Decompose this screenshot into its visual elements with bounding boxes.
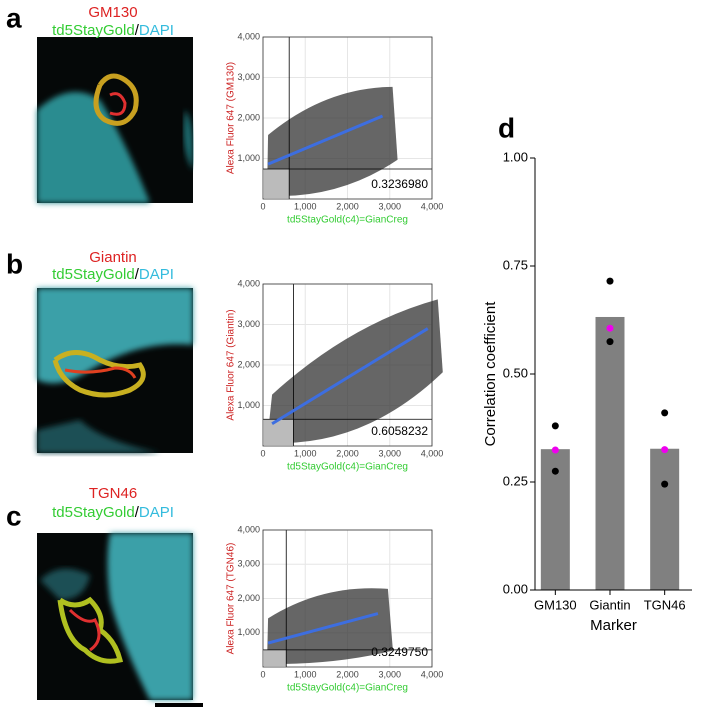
caption-marker: TGN46: [89, 485, 137, 502]
y-tick-label: 4,000: [237, 278, 260, 288]
y-tick-label: 1,000: [237, 627, 260, 637]
correlation-label: 0.3236980: [371, 177, 428, 191]
x-tick-label: 4,000: [421, 201, 444, 211]
caption-channels: td5StayGold/DAPI: [52, 266, 174, 283]
caption-channels: td5StayGold/DAPI: [52, 504, 174, 521]
background-region: [264, 419, 294, 445]
x-tick-label: GM130: [534, 597, 577, 612]
caption-blue: DAPI: [139, 22, 174, 39]
y-tick-label: 3,000: [237, 319, 260, 329]
caption-green: td5StayGold: [52, 22, 135, 39]
replicate-point: [606, 338, 614, 346]
background-region: [264, 649, 287, 666]
fit-line: [267, 114, 384, 166]
y-tick-label: 1,000: [237, 153, 260, 163]
plot-frame: [262, 529, 433, 668]
panel-letter: d: [498, 112, 515, 143]
x-tick-label: 3,000: [378, 448, 401, 458]
y-tick-label: 3,000: [237, 559, 260, 569]
x-tick-label: TGN46: [644, 597, 686, 612]
y-tick-label: 3,000: [237, 72, 260, 82]
y-axis-label: Alexa Fluor 647 (TGN46): [226, 543, 237, 655]
x-tick-label: 2,000: [336, 669, 359, 679]
background-region: [264, 169, 290, 198]
bar: [595, 316, 625, 590]
micrograph-b: [37, 288, 193, 453]
micrograph-c: [37, 533, 193, 700]
y-tick-label: 2,000: [237, 359, 260, 369]
replicate-point: [551, 467, 559, 475]
caption-marker: GM130: [88, 4, 137, 21]
x-tick-label: 2,000: [336, 201, 359, 211]
y-tick-label: 1.00: [503, 149, 528, 164]
caption-slash: /: [135, 266, 140, 283]
caption-green: td5StayGold: [52, 266, 135, 283]
y-tick-label: 0.50: [503, 365, 528, 380]
x-tick-label: 0: [260, 669, 265, 679]
correlation-label: 0.3249750: [371, 645, 428, 659]
x-tick-label: Giantin: [589, 597, 630, 612]
y-tick-label: 1,000: [237, 400, 260, 410]
caption-blue: DAPI: [139, 504, 174, 521]
replicate-point: [661, 409, 669, 417]
highlight-point: [606, 324, 614, 332]
caption-marker: Giantin: [89, 249, 137, 266]
y-axis-label: Alexa Fluor 647 (GM130): [226, 62, 237, 174]
plot-frame: [262, 283, 433, 447]
y-tick-label: 2,000: [237, 593, 260, 603]
y-axis-label: Alexa Fluor 647 (Giantin): [226, 309, 237, 420]
x-tick-label: 0: [260, 448, 265, 458]
fit-line: [267, 612, 379, 645]
y-axis-label: Correlation coefficient: [482, 301, 499, 447]
point-cloud: [267, 299, 443, 443]
x-tick-label: 4,000: [421, 448, 444, 458]
x-tick-label: 3,000: [378, 201, 401, 211]
bar: [650, 448, 680, 590]
x-axis-label: Marker: [590, 617, 637, 634]
replicate-point: [661, 480, 669, 488]
fit-line: [271, 327, 429, 426]
x-tick-label: 1,000: [294, 201, 317, 211]
y-tick-label: 0.25: [503, 473, 528, 488]
x-tick-label: 2,000: [336, 448, 359, 458]
y-tick-label: 0.00: [503, 581, 528, 596]
replicate-point: [551, 422, 559, 430]
caption-blue: DAPI: [139, 266, 174, 283]
caption-channels: td5StayGold/DAPI: [52, 22, 174, 39]
replicate-point: [606, 277, 614, 285]
x-axis-label: td5StayGold(c4)=GianCreg: [287, 683, 408, 694]
x-tick-label: 0: [260, 201, 265, 211]
y-tick-label: 0.75: [503, 257, 528, 272]
panel-letter: c: [6, 500, 22, 531]
y-tick-label: 4,000: [237, 524, 260, 534]
x-tick-label: 4,000: [421, 669, 444, 679]
correlation-label: 0.6058232: [371, 424, 428, 438]
highlight-point: [551, 446, 559, 454]
plot-frame: [262, 36, 433, 200]
x-tick-label: 1,000: [294, 669, 317, 679]
y-tick-label: 2,000: [237, 112, 260, 122]
y-tick-label: 4,000: [237, 31, 260, 41]
x-axis-label: td5StayGold(c4)=GianCreg: [287, 462, 408, 473]
caption-slash: /: [135, 22, 140, 39]
caption-slash: /: [135, 504, 140, 521]
micrograph-a: [37, 37, 193, 203]
x-tick-label: 1,000: [294, 448, 317, 458]
highlight-point: [661, 446, 669, 454]
panel-letter: b: [6, 248, 23, 279]
x-axis-label: td5StayGold(c4)=GianCreg: [287, 215, 408, 226]
panel-letter: a: [6, 2, 22, 33]
caption-green: td5StayGold: [52, 504, 135, 521]
x-tick-label: 3,000: [378, 669, 401, 679]
